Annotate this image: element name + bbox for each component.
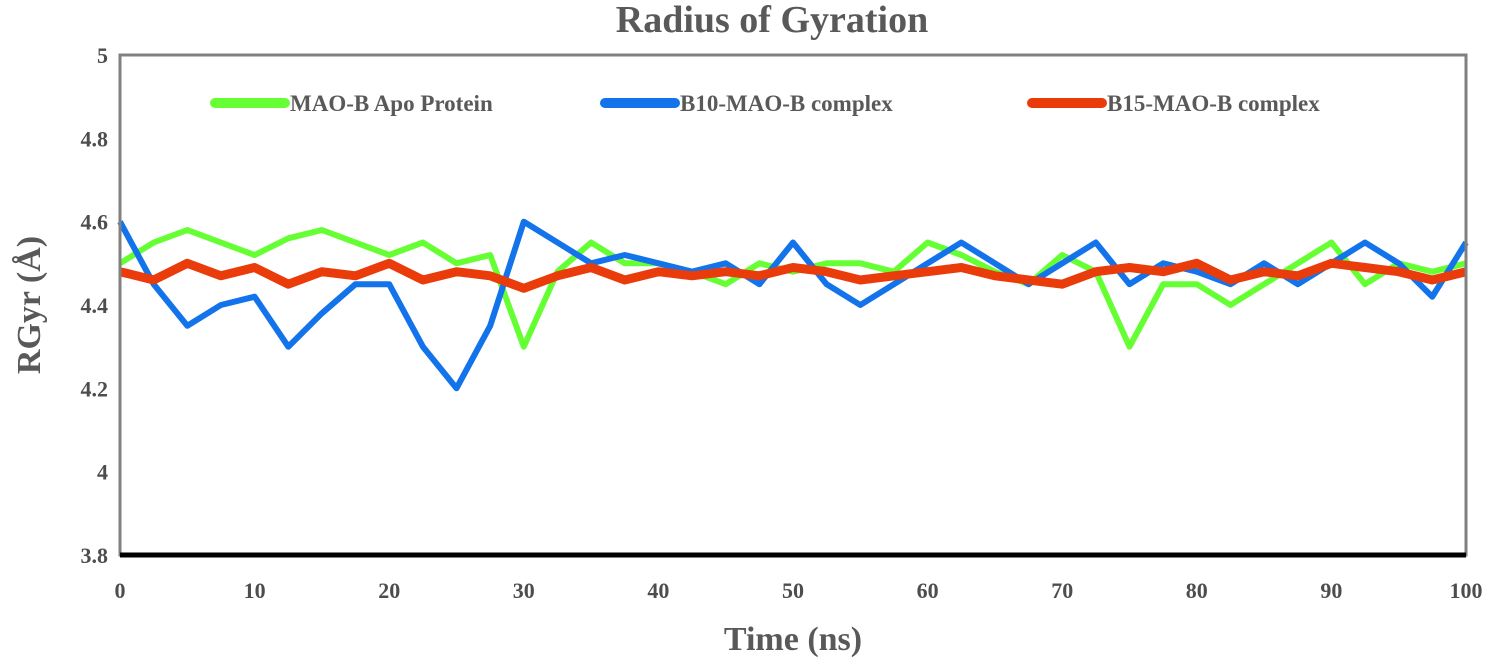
y-tick-label: 5	[97, 43, 108, 68]
legend-label-apo: MAO-B Apo Protein	[290, 91, 493, 116]
y-tick-label: 4	[97, 460, 108, 485]
x-tick-label: 0	[115, 578, 126, 603]
x-tick-label: 20	[378, 578, 400, 603]
y-axis-label: RGyr (Å)	[11, 236, 48, 374]
x-tick-label: 100	[1450, 578, 1483, 603]
series-line-apo	[118, 227, 1467, 350]
y-tick-label: 4.2	[81, 376, 109, 401]
x-tick-label: 50	[782, 578, 804, 603]
x-tick-label: 30	[513, 578, 535, 603]
x-tick-label: 80	[1186, 578, 1208, 603]
series-line-b10	[117, 218, 1469, 392]
legend-label-b10: B10-MAO-B complex	[680, 91, 893, 116]
y-tick-label: 4.4	[81, 293, 109, 318]
x-axis-label: Time (ns)	[724, 621, 862, 658]
y-axis-ticks: 3.8 4 4.2 4.4 4.6 4.8 5	[81, 43, 109, 568]
legend-item-apo: MAO-B Apo Protein	[210, 91, 493, 116]
series-layer	[117, 218, 1469, 392]
x-tick-label: 90	[1320, 578, 1342, 603]
legend-label-b15: B15-MAO-B complex	[1107, 91, 1320, 116]
legend-item-b10: B10-MAO-B complex	[600, 91, 893, 116]
x-axis-ticks: 0 10 20 30 40 50 60 70 80 90 100	[115, 578, 1483, 603]
plot-frame	[118, 53, 1468, 557]
chart-title: Radius of Gyration	[616, 0, 928, 41]
series-line-b15	[118, 258, 1468, 293]
x-tick-label: 60	[917, 578, 939, 603]
y-tick-label: 4.6	[81, 210, 109, 235]
x-tick-label: 70	[1051, 578, 1073, 603]
x-tick-label: 10	[244, 578, 266, 603]
y-tick-label: 3.8	[81, 543, 109, 568]
x-tick-label: 40	[647, 578, 669, 603]
y-tick-label: 4.8	[81, 126, 109, 151]
legend: MAO-B Apo Protein B10-MAO-B complex B15-…	[210, 91, 1320, 116]
legend-item-b15: B15-MAO-B complex	[1027, 91, 1320, 116]
